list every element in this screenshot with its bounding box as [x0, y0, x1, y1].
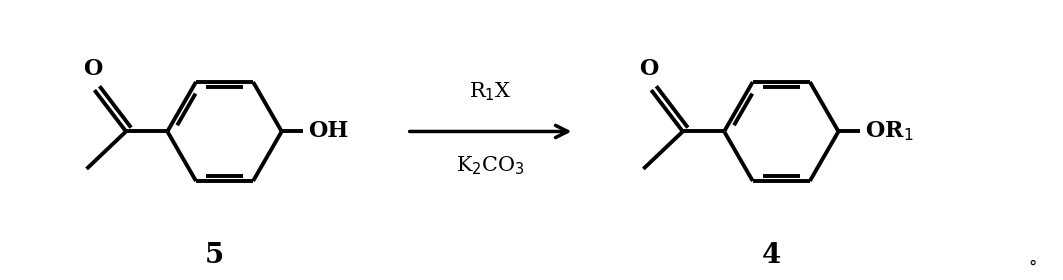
- Text: OH: OH: [308, 120, 349, 143]
- Text: K$_2$CO$_3$: K$_2$CO$_3$: [456, 155, 525, 177]
- Text: O: O: [83, 58, 102, 80]
- Text: O: O: [640, 58, 659, 80]
- Text: R$_1$X: R$_1$X: [470, 81, 512, 103]
- Text: 5: 5: [205, 242, 224, 269]
- Text: 4: 4: [762, 242, 781, 269]
- Text: OR$_1$: OR$_1$: [865, 120, 913, 143]
- Text: °: °: [1028, 258, 1036, 276]
